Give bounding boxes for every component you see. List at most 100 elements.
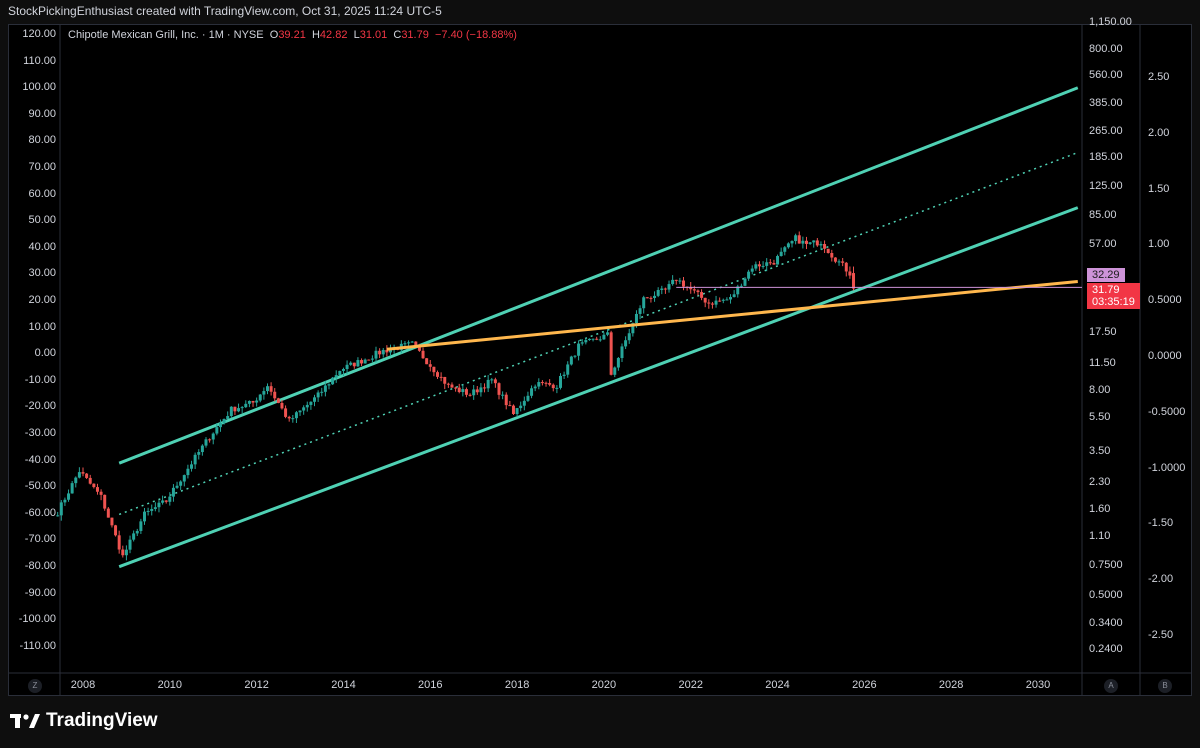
candle-body (258, 394, 262, 401)
candle-body (522, 400, 526, 406)
candle-body (493, 379, 497, 384)
candle-body (67, 493, 71, 500)
right-axis-tick: 560.00 (1089, 69, 1123, 82)
candle-body (812, 240, 816, 243)
candle-body (436, 372, 440, 377)
right-axis-tick: 1.10 (1089, 530, 1111, 543)
legend-high-label: H (311, 29, 320, 41)
candle-body (88, 477, 92, 484)
candle-body (511, 405, 515, 414)
candle-body (754, 264, 758, 269)
candle-body (146, 510, 150, 512)
left-axis-tick: 0.00 (34, 347, 56, 360)
b-scale-button[interactable]: B (1158, 679, 1172, 693)
candle-body (135, 530, 139, 534)
tradingview-logo[interactable]: TradingView (10, 710, 158, 732)
time-axis-tick: 2016 (418, 679, 443, 691)
left-axis-tick: -70.00 (24, 533, 56, 546)
last-price-value: 31.79 (1092, 284, 1120, 296)
legend-high-value: 42.82 (319, 29, 348, 41)
far-right-axis-tick: -1.50 (1148, 517, 1174, 530)
candle-body (302, 407, 306, 411)
far-right-axis-tick: 2.50 (1148, 71, 1170, 83)
candle-body (461, 389, 465, 393)
time-axis-tick: 2022 (678, 679, 703, 691)
candle-body (797, 235, 801, 244)
candle-body (725, 299, 729, 301)
candle-body (428, 364, 432, 367)
candle-body (747, 271, 751, 279)
candle-body (305, 404, 309, 408)
candle-body (530, 388, 534, 396)
candle-body (157, 502, 161, 508)
candle-body (218, 422, 222, 428)
candle-body (783, 247, 787, 252)
candle-body (718, 300, 722, 302)
candle-body (128, 539, 132, 550)
candle-body (323, 385, 327, 392)
candle-body (211, 433, 215, 440)
candle-body (826, 248, 830, 253)
candle-body (345, 364, 349, 370)
candle-body (425, 358, 429, 365)
candle-body (378, 350, 382, 355)
candle-body (848, 271, 852, 276)
candle-body (613, 367, 617, 375)
hline-price-tag: 32.29 (1087, 268, 1125, 282)
candle-body (454, 387, 458, 389)
right-axis-tick: 3.50 (1089, 444, 1111, 457)
candle-body (736, 286, 740, 295)
candle-body (450, 384, 454, 388)
candle-body (276, 398, 280, 403)
candle-body (370, 358, 374, 360)
candle-body (363, 359, 367, 364)
left-axis-tick: -20.00 (24, 400, 56, 413)
candle-body (566, 364, 570, 375)
candle-body (757, 264, 761, 267)
auto-scale-button[interactable]: A (1104, 679, 1118, 693)
log-scale-toggle-button[interactable]: Z (28, 679, 42, 693)
candle-body (410, 341, 414, 343)
candle-body (620, 346, 624, 359)
candle-body (656, 289, 660, 296)
candle-body (606, 332, 610, 335)
candle-body (841, 261, 845, 263)
candle-body (251, 400, 255, 403)
left-axis-tick: -80.00 (24, 560, 56, 572)
candle-body (417, 345, 421, 351)
candle-body (171, 487, 175, 497)
right-axis-tick: 265.00 (1089, 124, 1123, 137)
candle-body (294, 412, 298, 419)
candle-body (85, 473, 89, 478)
right-axis-tick: 125.00 (1089, 180, 1123, 193)
left-axis-tick: 30.00 (28, 267, 56, 280)
last-price-tag: 31.79 03:35:19 (1087, 283, 1140, 309)
candle-body (226, 416, 230, 420)
candle-body (255, 400, 259, 403)
footer-bar (0, 700, 1200, 748)
candle-body (168, 496, 172, 502)
chart-frame[interactable] (8, 24, 1192, 696)
legend-close-value: 31.79 (401, 29, 429, 41)
candle-body (533, 386, 537, 389)
time-axis-tick: 2010 (157, 679, 183, 691)
candle-body (222, 419, 226, 423)
candle-body (161, 500, 165, 503)
left-axis-tick: 80.00 (28, 134, 56, 147)
time-axis-tick: 2012 (244, 679, 269, 691)
candle-body (457, 387, 461, 393)
candle-body (356, 360, 360, 367)
candle-body (229, 406, 233, 417)
candle-body (244, 403, 248, 408)
candle-body (779, 251, 783, 257)
right-axis-tick: 0.7500 (1089, 558, 1123, 571)
candle-body (215, 427, 219, 434)
candle-body (77, 472, 81, 478)
candle-body (598, 339, 602, 341)
candle-body (674, 279, 678, 281)
candle-body (273, 391, 277, 399)
candles (56, 231, 856, 561)
candle-body (95, 487, 99, 492)
candle-body (638, 308, 642, 314)
